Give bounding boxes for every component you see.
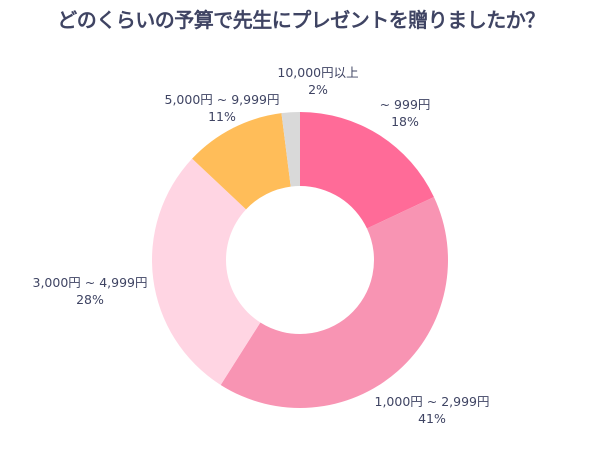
slice-label: 1,000円 ~ 2,999円 41%: [375, 393, 490, 427]
slice-label: 5,000円 ~ 9,999円 11%: [165, 91, 280, 125]
slice-value-label: 41%: [418, 411, 446, 426]
donut-slice: [281, 112, 300, 187]
slice-value-label: 28%: [76, 292, 104, 307]
donut-slice: [220, 196, 448, 408]
slice-label: ~ 999円 18%: [380, 96, 431, 130]
donut-slice: [192, 113, 291, 210]
slice-category-label: ~ 999円: [379, 97, 431, 112]
slice-category-label: 5,000円 ~ 9,999円: [164, 92, 280, 107]
chart-title: どのくらいの予算で先生にプレゼントを贈りましたか？: [57, 8, 545, 32]
slice-category-label: 1,000円 ~ 2,999円: [374, 394, 490, 409]
donut-slice: [151, 158, 261, 385]
slice-label: 10,000円以上 2%: [277, 64, 358, 98]
slice-category-label: 10,000円以上: [277, 65, 359, 80]
slice-value-label: 18%: [391, 114, 419, 129]
slice-category-label: 3,000円 ~ 4,999円: [32, 275, 148, 290]
slice-value-label: 2%: [308, 82, 328, 97]
donut-slice: [300, 112, 434, 229]
slice-label: 3,000円 ~ 4,999円 28%: [33, 274, 148, 308]
slice-value-label: 11%: [208, 109, 236, 124]
